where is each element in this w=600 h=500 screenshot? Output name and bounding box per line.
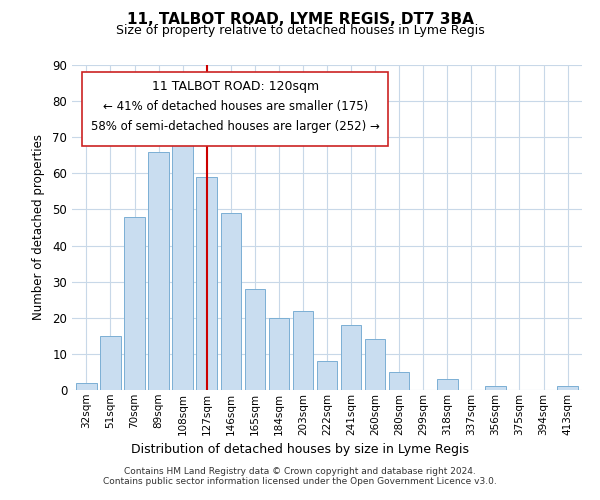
Bar <box>221 213 241 390</box>
Bar <box>341 325 361 390</box>
Bar <box>269 318 289 390</box>
Y-axis label: Number of detached properties: Number of detached properties <box>32 134 46 320</box>
Text: 11 TALBOT ROAD: 120sqm: 11 TALBOT ROAD: 120sqm <box>152 80 319 92</box>
Bar <box>389 372 409 390</box>
Bar <box>172 126 193 390</box>
Text: ← 41% of detached houses are smaller (175): ← 41% of detached houses are smaller (17… <box>103 100 368 113</box>
Bar <box>196 177 217 390</box>
Text: Size of property relative to detached houses in Lyme Regis: Size of property relative to detached ho… <box>116 24 484 37</box>
Text: Distribution of detached houses by size in Lyme Regis: Distribution of detached houses by size … <box>131 442 469 456</box>
Bar <box>293 310 313 390</box>
Bar <box>437 379 458 390</box>
Bar <box>245 289 265 390</box>
Text: 11, TALBOT ROAD, LYME REGIS, DT7 3BA: 11, TALBOT ROAD, LYME REGIS, DT7 3BA <box>127 12 473 28</box>
Text: 58% of semi-detached houses are larger (252) →: 58% of semi-detached houses are larger (… <box>91 120 380 132</box>
Bar <box>148 152 169 390</box>
Bar <box>76 383 97 390</box>
Text: Contains HM Land Registry data © Crown copyright and database right 2024.: Contains HM Land Registry data © Crown c… <box>124 467 476 476</box>
Bar <box>100 336 121 390</box>
Bar <box>124 216 145 390</box>
FancyBboxPatch shape <box>82 72 388 146</box>
Text: Contains public sector information licensed under the Open Government Licence v3: Contains public sector information licen… <box>103 477 497 486</box>
Bar <box>557 386 578 390</box>
Bar <box>317 361 337 390</box>
Bar <box>365 340 385 390</box>
Bar <box>485 386 506 390</box>
